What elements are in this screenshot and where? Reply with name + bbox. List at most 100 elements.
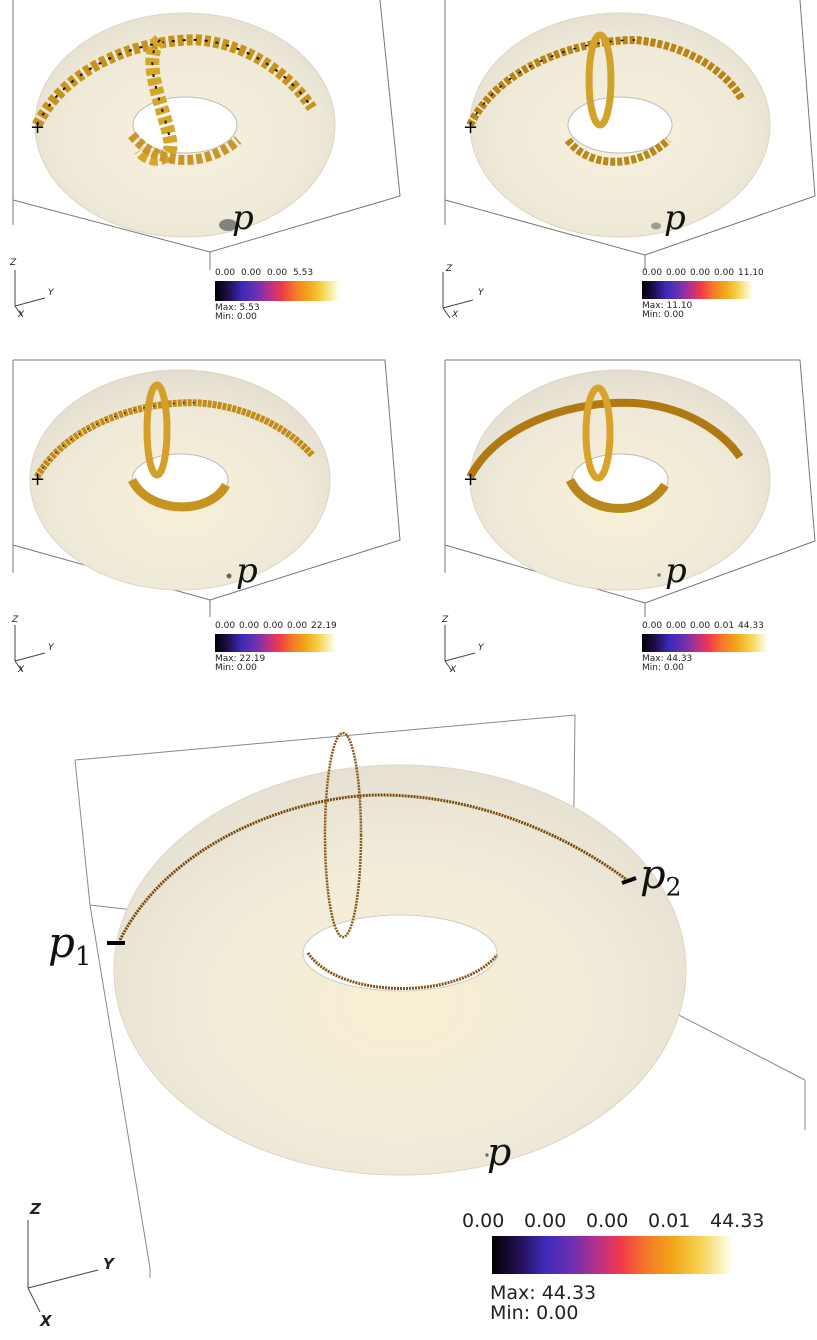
axes-triad — [14, 625, 46, 672]
axis-y: Y — [478, 643, 484, 653]
svg-text:+: + — [463, 469, 478, 490]
tick-label: 0.00 — [690, 621, 711, 631]
axis-z: Z — [446, 264, 453, 274]
loop-band — [582, 384, 614, 482]
colorbar-legend: 0.00 0.00 0.00 0.00 22.19 Max: 22.19 Min: 0.… — [215, 621, 345, 674]
panel-5: p1 p2 p Z Y X 0.00 0.00 0.00 0.01 44.33 Max:… — [0, 700, 817, 1340]
path-curve — [118, 793, 628, 941]
tick-label: 0.01 — [714, 621, 735, 631]
tick-label: 22.19 — [311, 621, 337, 631]
colorbar-legend: 0.00 0.00 0.00 0.00 11.10 Max: 11.10 Min: 0.… — [642, 268, 772, 321]
colorbar — [642, 634, 767, 652]
tick-label: 0.00 — [462, 1210, 505, 1232]
tick-label: 5.53 — [293, 268, 314, 278]
loop-band — [585, 31, 615, 129]
colorbar — [215, 634, 335, 652]
axes-triad — [442, 272, 474, 319]
label-p1-main: p — [48, 918, 75, 967]
colorbar-stats: Max: 22.19 Min: 0.00 — [215, 654, 345, 674]
min-label: Min: 0.00 — [215, 312, 257, 323]
tick-label: 0.00 — [215, 268, 236, 278]
panel-1: + p Z Y X 0.00 0.00 0.00 5.53 Max: 5.53 Min… — [0, 0, 401, 330]
max-label: Max: 44.33 — [642, 654, 693, 664]
panel-4: + p Z Y X 0.00 0.00 0.00 0.01 44.33 Max: 44.… — [420, 345, 817, 685]
point-p-blob — [219, 219, 237, 231]
label-p: p — [487, 1130, 512, 1174]
max-label: Max: 22.19 — [215, 654, 266, 664]
colorbar-ticks: 0.00 0.00 0.00 0.00 22.19 — [215, 621, 345, 631]
tick-label: 0.00 — [215, 621, 236, 631]
min-label: Min: 0.00 — [490, 1301, 579, 1324]
inner-band — [565, 477, 669, 513]
svg-text:+: + — [30, 117, 45, 138]
min-label: Min: 0.00 — [642, 663, 684, 674]
max-label: Max: 11.10 — [642, 301, 693, 311]
label-p2-sub: 2 — [665, 872, 682, 902]
panel-2: + p Z Y X 0.00 0.00 0.00 0.00 11.10 Max: 11.… — [420, 0, 817, 330]
label-p1-sub: 1 — [74, 941, 92, 972]
label-p: p — [236, 551, 258, 591]
colorbar-legend: 0.00 0.00 0.00 0.01 44.33 Max: 44.33 Min: 0.… — [462, 1210, 765, 1324]
tick-label: 11.10 — [738, 268, 764, 278]
tick-label: 0.00 — [666, 268, 687, 278]
svg-text:+: + — [463, 117, 478, 138]
tick-label: 0.00 — [690, 268, 711, 278]
min-label: Min: 0.00 — [642, 310, 684, 321]
colorbar-ticks: 0.00 0.00 0.00 0.01 44.33 — [462, 1210, 765, 1232]
colorbar — [215, 281, 339, 301]
min-label: Min: 0.00 — [215, 663, 257, 674]
colorbar-ticks: 0.00 0.00 0.00 0.01 44.33 — [642, 621, 772, 631]
tick-label: 0.00 — [287, 621, 308, 631]
torus-scene — [74, 714, 806, 1278]
colorbar-ticks: 0.00 0.00 0.00 5.53 — [215, 268, 345, 278]
tick-label: 0.00 — [263, 621, 284, 631]
torus-hole — [302, 914, 498, 992]
axes-triad — [444, 625, 476, 672]
axis-y: Y — [103, 1255, 114, 1273]
colorbar-legend: 0.00 0.00 0.00 0.01 44.33 Max: 44.33 Min: 0.… — [642, 621, 772, 674]
tick-label: 44.33 — [710, 1210, 765, 1232]
axes-triad — [14, 270, 46, 317]
panel-3: + p Z Y X 0.00 0.00 0.00 0.00 22.19 Max: 22.… — [0, 345, 401, 685]
svg-text:+: + — [30, 469, 45, 490]
tick-label: 0.00 — [239, 621, 260, 631]
marker-p2 — [621, 876, 637, 885]
axis-z: Z — [442, 615, 449, 625]
torus-scene: + — [444, 0, 816, 270]
tick-label: 0.00 — [241, 268, 262, 278]
axis-x: X — [18, 310, 25, 320]
colorbar-legend: 0.00 0.00 0.00 5.53 Max: 5.53 Min: 0.00 — [215, 268, 345, 323]
colorbar-ticks: 0.00 0.00 0.00 0.00 11.10 — [642, 268, 772, 278]
tick-label: 0.00 — [642, 268, 663, 278]
axis-y: Y — [478, 288, 484, 298]
label-p: p — [664, 198, 686, 238]
axis-x: X — [40, 1312, 52, 1330]
axes-triad — [27, 1220, 99, 1313]
tick-label: 0.00 — [586, 1210, 629, 1232]
axis-z: Z — [30, 1200, 41, 1218]
torus-scene: + — [12, 359, 401, 617]
max-label: Max: 5.53 — [215, 303, 260, 313]
label-p2: p2 — [640, 852, 681, 901]
loop-band — [143, 381, 171, 479]
tick-label: 0.00 — [714, 268, 735, 278]
inner-curve — [306, 952, 499, 990]
axis-z: Z — [12, 615, 19, 625]
label-p: p — [665, 551, 687, 591]
torus-scene: + — [12, 0, 401, 270]
tick-label: 0.01 — [648, 1210, 691, 1232]
tick-label: 0.00 — [524, 1210, 567, 1232]
inner-band — [128, 131, 242, 165]
path-band — [32, 34, 317, 128]
inner-band — [564, 137, 671, 166]
tick-label: 0.00 — [267, 268, 288, 278]
axis-z: Z — [10, 258, 17, 268]
loop-curve — [323, 731, 363, 939]
inner-band — [128, 477, 230, 512]
axis-x: X — [450, 665, 457, 675]
axis-y: Y — [48, 288, 54, 298]
colorbar — [642, 281, 752, 299]
colorbar-stats: Max: 44.33 Min: 0.00 — [642, 654, 772, 674]
tick-label: 44.33 — [738, 621, 764, 631]
max-label: Max: 44.33 — [490, 1282, 597, 1304]
